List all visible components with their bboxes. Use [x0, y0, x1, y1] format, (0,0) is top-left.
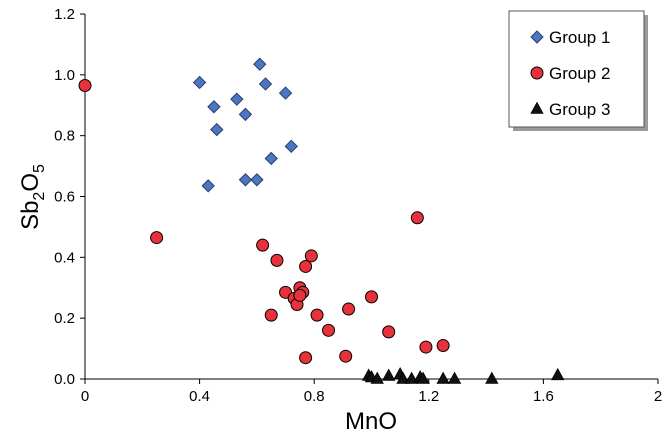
data-point [230, 92, 244, 106]
data-point [342, 302, 356, 316]
x-tick-label: 2 [654, 388, 662, 405]
data-point [382, 325, 396, 339]
data-point [382, 368, 396, 381]
data-point [250, 173, 264, 187]
data-point [419, 340, 433, 354]
legend-box [508, 10, 645, 128]
y-tick-label: 0.2 [54, 310, 75, 327]
x-ticks: 0 0.4 0.8 1.2 1.6 2 [81, 379, 662, 405]
data-point [299, 259, 313, 273]
data-point [264, 308, 278, 322]
data-point [256, 238, 270, 252]
data-point [436, 339, 450, 353]
legend: Group 1 Group 2 Group 3 [508, 10, 648, 131]
series-group-1 [192, 57, 298, 193]
data-point [238, 173, 253, 187]
series-group-3 [361, 367, 565, 384]
data-point [150, 231, 164, 245]
data-point [299, 351, 313, 365]
data-point [293, 288, 307, 302]
data-point [396, 371, 410, 384]
legend-label: Group 3 [549, 100, 610, 119]
legend-marker [530, 101, 544, 114]
y-axis-label: Sb2O5 [17, 164, 48, 230]
x-tick-label: 0.8 [304, 388, 325, 405]
y-axis-label-sub2: 5 [31, 164, 48, 173]
data-points [78, 57, 565, 384]
y-axis-label-mid: O [17, 173, 44, 192]
data-point [551, 367, 565, 381]
y-axis-label-base: Sb [17, 201, 44, 230]
data-point [264, 151, 278, 166]
legend-label: Group 1 [549, 28, 610, 47]
data-point [322, 323, 336, 337]
legend-label: Group 2 [549, 64, 610, 83]
y-axis-label-sub1: 2 [31, 192, 48, 201]
y-tick-label: 1.2 [54, 6, 75, 23]
data-point [258, 77, 273, 91]
y-tick-label: 0.0 [54, 371, 75, 388]
y-tick-label: 0.6 [54, 189, 75, 206]
data-point [201, 179, 215, 193]
legend-marker [530, 30, 544, 44]
data-point [278, 86, 293, 100]
x-axis-label: MnO [345, 408, 397, 435]
x-tick-label: 0.4 [189, 388, 210, 405]
x-tick-label: 0 [81, 388, 89, 405]
legend-marker [530, 66, 544, 80]
data-point [284, 139, 298, 154]
data-point [370, 371, 384, 384]
data-point [210, 122, 224, 137]
data-point [339, 349, 353, 363]
data-point [485, 371, 499, 384]
data-point [447, 371, 462, 384]
data-point [365, 290, 378, 304]
data-point [410, 211, 424, 225]
y-ticks: 0.0 0.2 0.4 0.6 0.8 1.0 1.2 [54, 6, 85, 388]
data-point [416, 371, 430, 384]
data-point [253, 57, 267, 71]
y-tick-label: 0.4 [54, 249, 75, 266]
legend-items: Group 1 Group 2 Group 3 [530, 28, 610, 119]
data-point [78, 78, 92, 92]
data-point [270, 253, 284, 267]
series-group-2 [78, 78, 450, 365]
y-tick-label: 0.8 [54, 128, 75, 145]
data-point [207, 100, 221, 114]
data-point [304, 249, 318, 263]
data-point [192, 75, 207, 90]
y-tick-label: 1.0 [54, 67, 75, 84]
x-tick-label: 1.6 [533, 388, 554, 405]
data-point [238, 107, 253, 122]
data-point [436, 371, 450, 384]
x-tick-label: 1.2 [418, 388, 439, 405]
data-point [310, 308, 324, 322]
